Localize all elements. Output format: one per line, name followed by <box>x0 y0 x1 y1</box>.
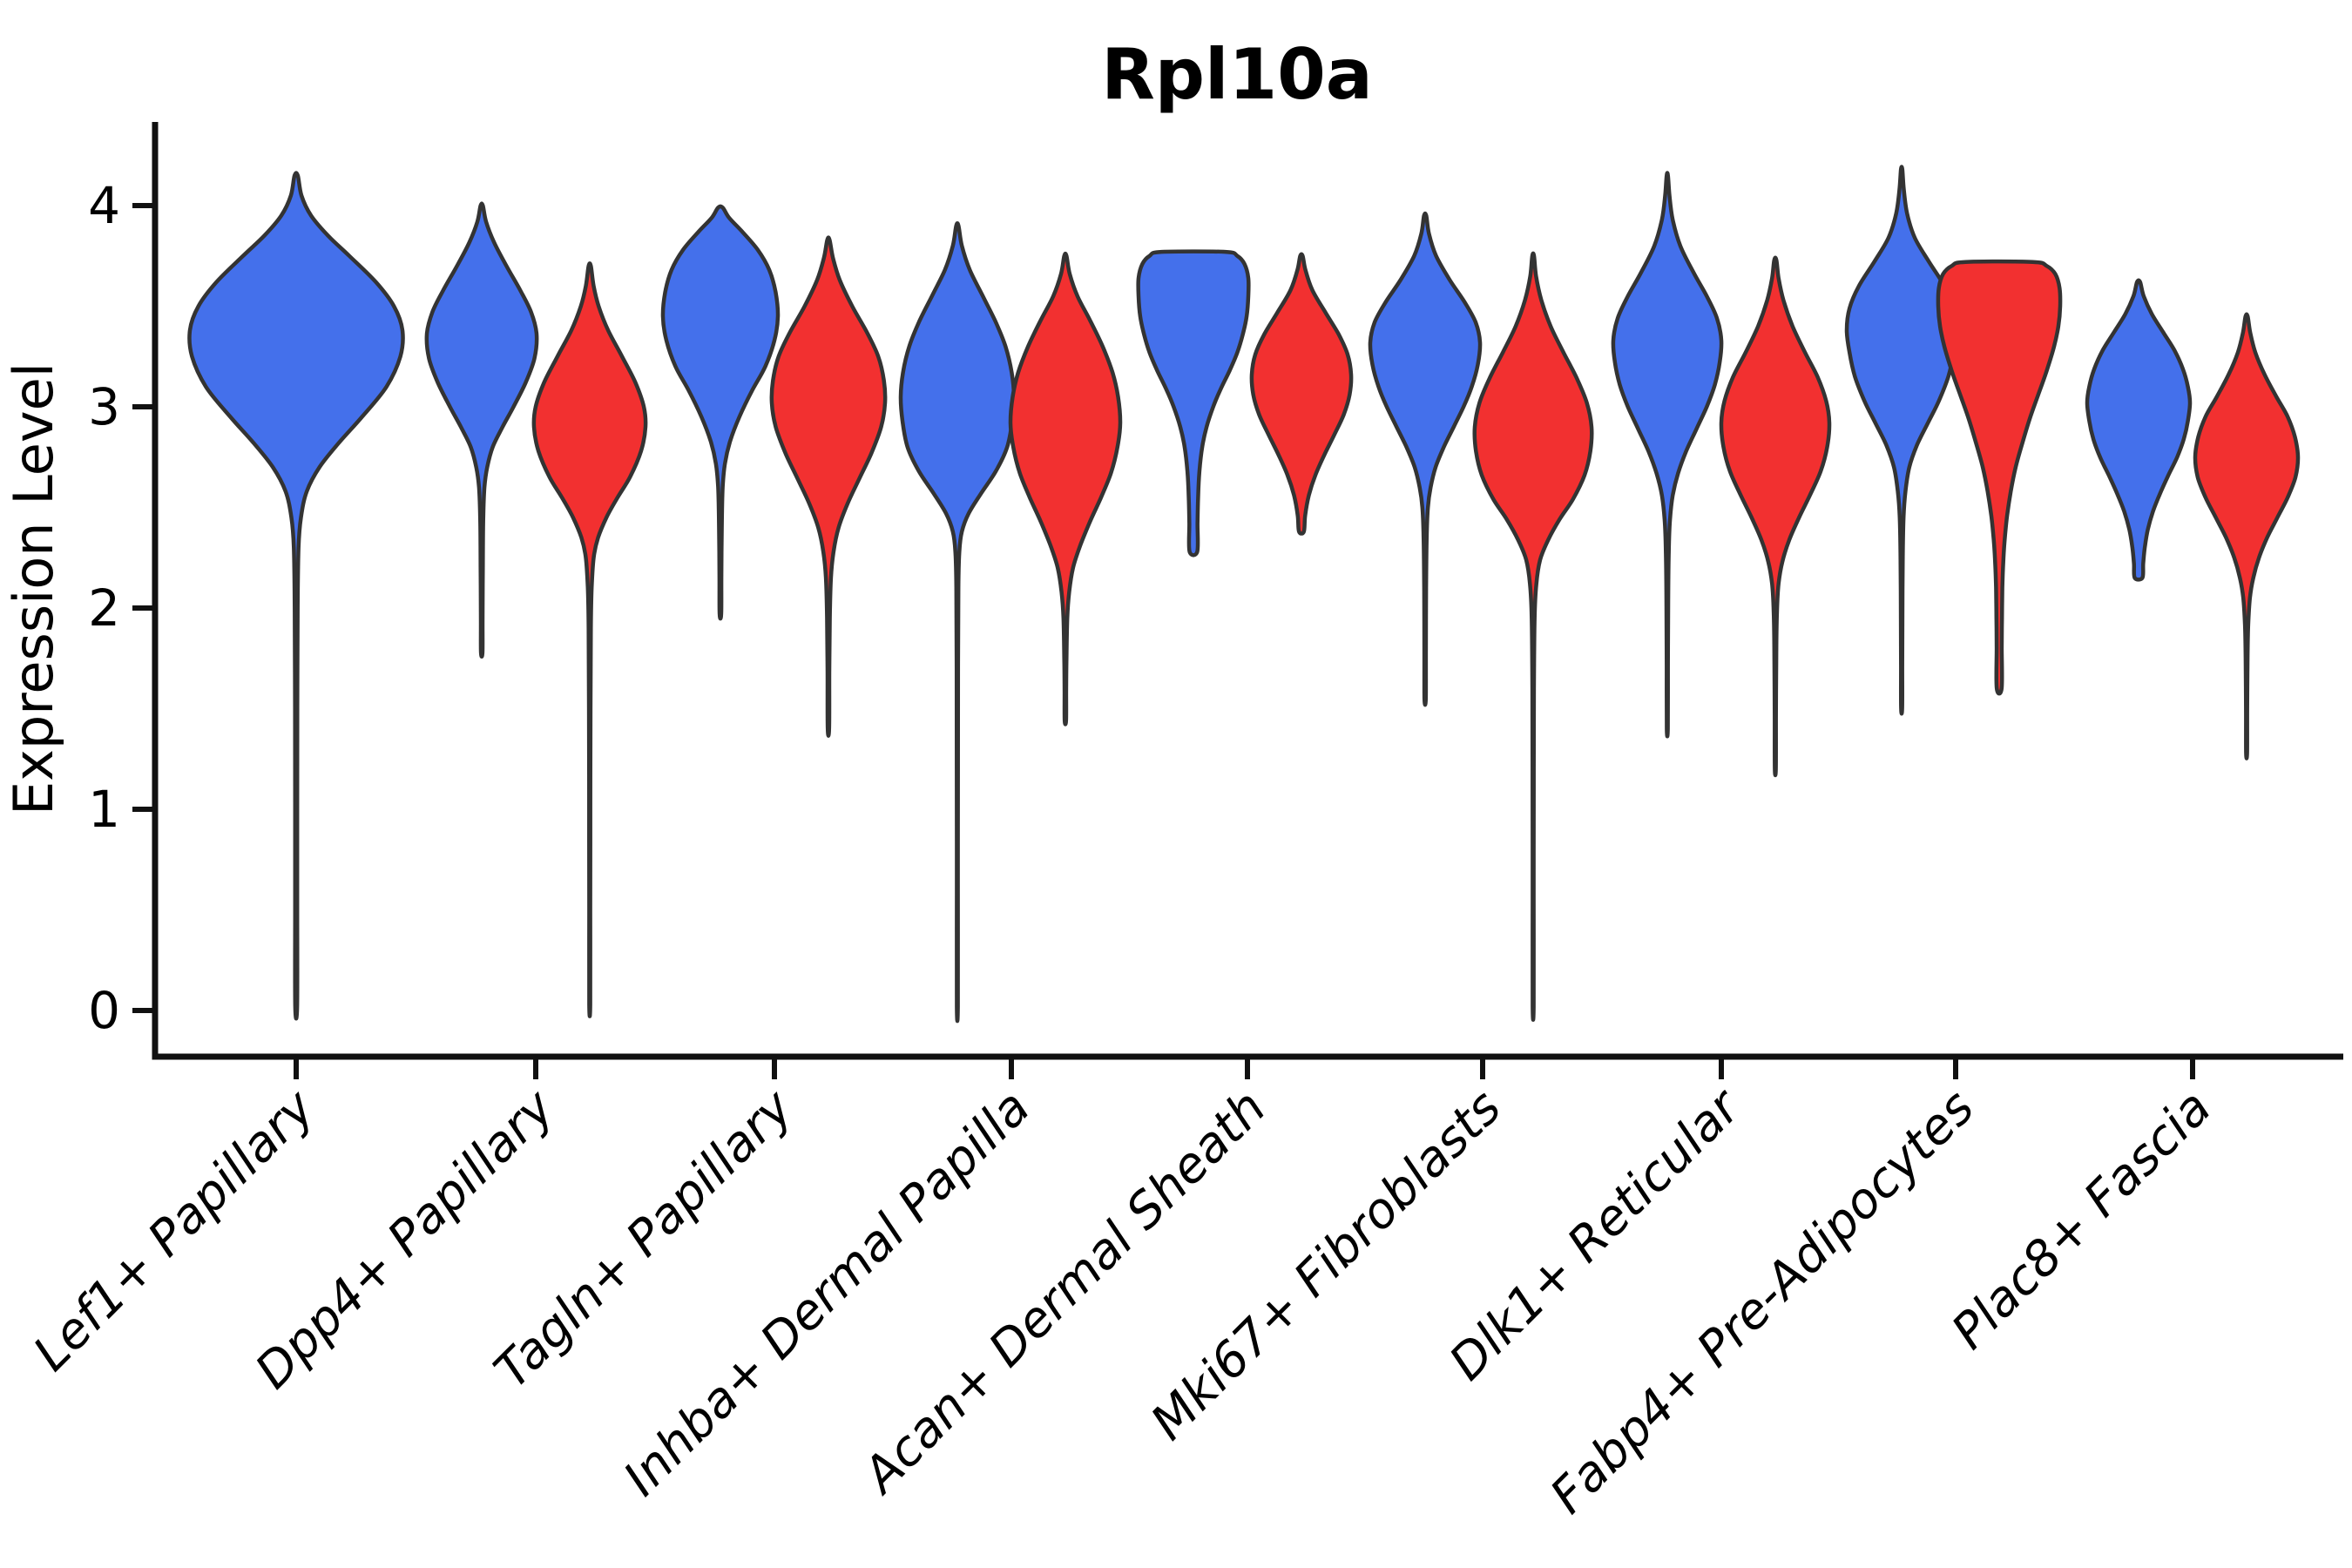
x-axis-category-label-acan-dermal-sheath: Acan+ Dermal Sheath <box>851 1079 1277 1505</box>
y-tick-label: 3 <box>88 377 120 436</box>
violin-tagln-papillary-red <box>769 235 888 738</box>
violin-tagln-papillary-blue <box>660 204 781 621</box>
violin-acan-dermal-sheath-red <box>1249 252 1354 536</box>
violin-acan-dermal-sheath-blue <box>1136 249 1251 558</box>
x-axis-category-label-fabp4-pre-adipocytes: Fabp4+ Pre-Adipocytes <box>1540 1079 1985 1524</box>
violin-dpp4-papillary-red <box>531 261 648 1018</box>
violins-layer <box>187 165 2301 1024</box>
violin-lef1-papillary-blue <box>187 171 405 1021</box>
violin-dlk1-reticular-blue <box>1611 171 1724 739</box>
y-ticks-layer: 0 1 2 3 4 <box>88 176 155 1040</box>
violin-plac8-fascia-blue <box>2085 278 2193 582</box>
violin-mki67-fibroblasts-blue <box>1368 211 1483 707</box>
y-tick-label: 4 <box>88 176 120 235</box>
violin-plac8-fascia-red <box>2193 312 2301 760</box>
violin-fabp4-pre-adipocytes-red <box>1936 259 2063 696</box>
violin-inhba-dermal-papilla-red <box>1008 251 1123 727</box>
y-tick-label: 2 <box>88 578 120 638</box>
y-axis-label: Expression Level <box>2 362 65 815</box>
chart-title: Rpl10a <box>1101 34 1373 115</box>
x-axis-category-label-inhba-dermal-papilla: Inhba+ Dermal Papilla <box>613 1079 1041 1507</box>
violin-dpp4-papillary-blue <box>424 201 539 659</box>
y-tick-label: 1 <box>88 780 120 839</box>
violin-mki67-fibroblasts-red <box>1472 251 1594 1022</box>
y-tick-label: 0 <box>88 981 120 1040</box>
violin-inhba-dermal-papilla-blue <box>898 221 1017 1024</box>
violin-fabp4-pre-adipocytes-blue <box>1844 165 1959 716</box>
x-axis-category-label-plac8-fascia: Plac8+ Fascia <box>1941 1079 2222 1361</box>
violin-dlk1-reticular-red <box>1719 255 1832 778</box>
